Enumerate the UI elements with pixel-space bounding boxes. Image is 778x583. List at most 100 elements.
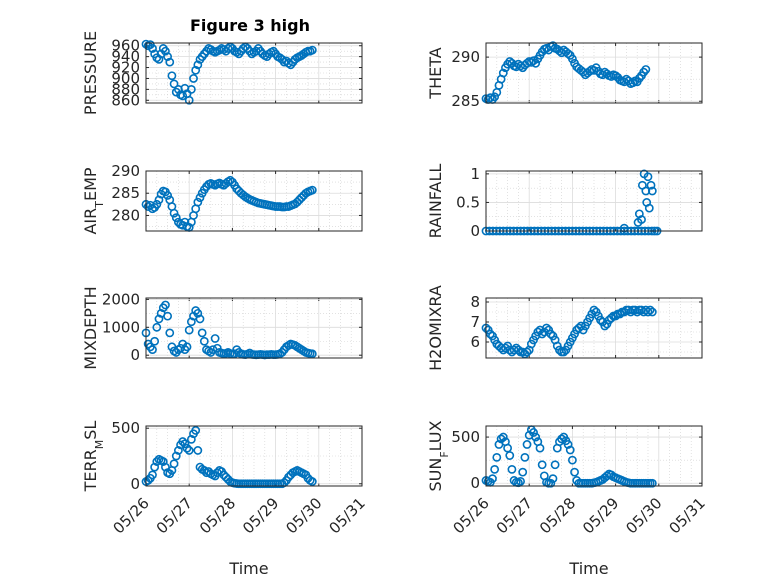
axes-box	[145, 42, 363, 104]
data-point	[148, 345, 157, 355]
data-point	[169, 208, 179, 218]
data-point	[167, 71, 177, 81]
data-point	[199, 466, 209, 475]
data-point	[165, 328, 175, 338]
data-point	[615, 309, 625, 319]
data-point	[173, 446, 183, 455]
data-point	[180, 439, 190, 449]
data-point	[210, 334, 220, 343]
data-point	[628, 78, 638, 88]
axes-5: 6 7 8 H2OMIXRA	[426, 285, 703, 371]
data-point	[307, 477, 317, 486]
y-tick-label: 880	[111, 80, 140, 98]
data-point	[589, 305, 599, 315]
data-point	[154, 54, 164, 64]
y-tick-label: 900	[111, 69, 140, 87]
data-point	[193, 60, 203, 70]
data-point	[219, 470, 229, 480]
data-point	[526, 58, 536, 67]
x-axis-label: Time	[568, 559, 608, 578]
data-point	[522, 347, 532, 357]
y-tick-label: 6	[470, 333, 480, 351]
data-point	[154, 314, 164, 324]
data-point	[585, 66, 595, 76]
data-point	[611, 311, 620, 321]
data-point	[643, 307, 653, 317]
data-point	[637, 215, 646, 224]
axes-box	[485, 297, 703, 359]
axes-1: 285 290 THETA	[426, 41, 703, 110]
data-point	[186, 317, 196, 327]
data-point	[546, 329, 556, 339]
y-axis-label-subscript: M	[93, 440, 106, 450]
data-point	[596, 315, 605, 325]
y-axis-label: MIXDEPTH	[81, 286, 100, 369]
axes-box	[145, 170, 363, 232]
data-point	[163, 311, 172, 321]
data-point	[647, 478, 657, 488]
y-axis-label: SUNFLUX	[426, 420, 451, 491]
y-tick-label: 0	[470, 222, 480, 240]
y-tick-label: 280	[111, 206, 140, 224]
axes-box	[485, 42, 703, 104]
data-point	[165, 57, 175, 67]
data-point	[307, 45, 317, 55]
x-axis-label: Time	[228, 559, 268, 578]
y-tick-label: 1000	[102, 318, 140, 336]
data-point	[565, 445, 575, 455]
axes-2: 280 285 290 AIRTEMP	[81, 162, 363, 235]
data-point	[498, 68, 508, 78]
y-tick-label: 500	[451, 428, 480, 446]
data-point	[171, 213, 181, 223]
data-point	[516, 476, 525, 486]
axes-box	[485, 170, 703, 232]
data-point	[143, 476, 153, 485]
data-point	[537, 329, 547, 339]
axes-3: 0 0.5 1 RAINFALL	[426, 164, 703, 240]
y-axis-label-text: AIR	[81, 208, 100, 235]
y-axis-label: PRESSURE	[81, 31, 100, 115]
data-point	[546, 478, 556, 488]
data-point	[485, 93, 495, 103]
y-tick-label: 960	[111, 37, 140, 55]
data-point	[184, 446, 194, 455]
data-point	[645, 305, 655, 315]
y-axis-label-text: THETA	[426, 47, 445, 99]
y-axis-label-subscript: T	[93, 201, 106, 209]
data-point	[186, 434, 196, 444]
y-axis-label-text: H2OMIXRA	[426, 285, 445, 371]
data-point	[161, 462, 170, 472]
data-point	[186, 84, 196, 94]
data-point	[169, 459, 179, 469]
data-point	[507, 464, 517, 474]
data-point	[307, 185, 317, 195]
data-point	[641, 65, 651, 74]
data-point	[169, 79, 179, 89]
data-point	[647, 307, 657, 317]
y-axis-label-text: EMP	[81, 167, 100, 201]
data-point	[501, 343, 510, 353]
y-tick-label: 7	[470, 313, 480, 331]
y-tick-label: 285	[451, 92, 480, 110]
y-tick-label: 2000	[102, 290, 140, 308]
data-point	[158, 457, 168, 466]
data-point	[643, 172, 653, 182]
axes-box	[145, 297, 363, 359]
data-point	[531, 58, 541, 68]
data-point	[182, 443, 192, 453]
y-axis-label-text: MIXDEPTH	[81, 286, 100, 369]
data-point	[163, 191, 172, 200]
data-point	[197, 328, 207, 338]
data-point	[490, 464, 500, 474]
data-point	[195, 193, 205, 203]
data-point	[485, 329, 495, 339]
data-point	[150, 462, 160, 472]
data-point	[284, 58, 293, 68]
data-point	[550, 460, 560, 470]
axes-box	[485, 425, 703, 487]
y-tick-label: 920	[111, 59, 140, 77]
data-point	[182, 342, 192, 352]
data-point	[529, 428, 538, 437]
